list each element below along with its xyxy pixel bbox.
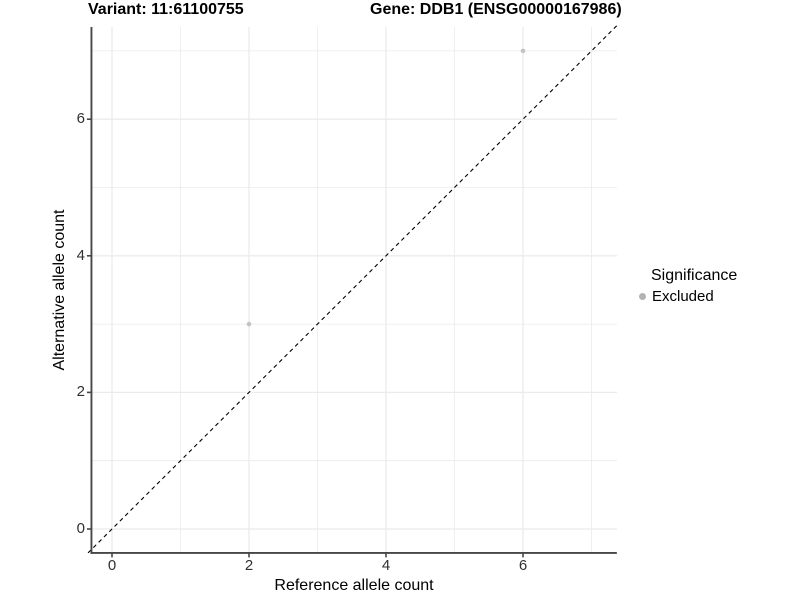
y-tick-label: 0 <box>76 520 85 537</box>
x-tick-label: 0 <box>107 557 117 575</box>
legend-marker-circle-icon <box>639 293 646 300</box>
plot-title-gene: Gene: DDB1 (ENSG00000167986) <box>370 1 622 18</box>
y-tick-label: 4 <box>76 246 85 264</box>
y-axis-label: Alternative allele count <box>51 209 68 371</box>
legend-item-label: Excluded <box>652 288 714 305</box>
y-tick-label: 6 <box>76 110 85 128</box>
x-tick-label: 4 <box>381 557 391 575</box>
data-point <box>520 48 526 54</box>
plot-title-variant: Variant: 11:61100755 <box>88 1 244 18</box>
x-tick-label: 6 <box>518 557 528 575</box>
x-tick-label: 2 <box>244 557 254 575</box>
x-axis-label: Reference allele count <box>274 577 434 594</box>
legend: Significance Excluded <box>638 266 737 305</box>
identity-dashed-line <box>87 25 618 554</box>
y-tick-label: 2 <box>76 383 85 401</box>
data-point <box>246 321 252 327</box>
legend-item-excluded: Excluded <box>638 288 737 305</box>
legend-title: Significance <box>651 267 738 284</box>
